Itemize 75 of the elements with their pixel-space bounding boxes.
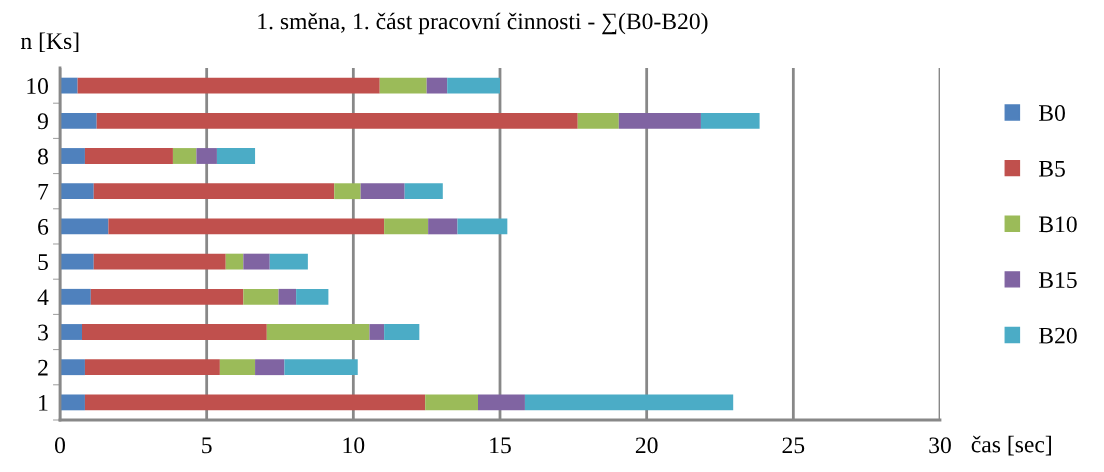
- bar: [108, 218, 385, 235]
- bar: [172, 148, 197, 164]
- bar: [96, 112, 578, 129]
- bar: [219, 359, 256, 376]
- bar: [428, 218, 458, 235]
- bar: [457, 218, 508, 235]
- bar: [384, 218, 429, 235]
- bar: [84, 394, 426, 411]
- bar: [577, 112, 619, 129]
- bar: [60, 77, 78, 94]
- bar: [93, 253, 226, 270]
- bar: [60, 112, 97, 129]
- bar: [90, 288, 244, 305]
- x-tick-label: 25: [782, 437, 805, 454]
- legend-label: B20: [1038, 327, 1077, 344]
- bar: [243, 253, 270, 270]
- y-tick-label: 8: [37, 148, 48, 165]
- y-tick-label: 7: [38, 183, 49, 200]
- bar: [478, 394, 525, 411]
- bar: [384, 324, 420, 340]
- bar: [196, 148, 217, 164]
- bar: [60, 359, 85, 376]
- bar: [425, 394, 478, 411]
- y-tick-label: 2: [38, 359, 48, 376]
- bar: [524, 394, 734, 411]
- bar: [60, 148, 85, 164]
- x-tick-label: 30: [929, 437, 951, 454]
- bar: [84, 148, 173, 164]
- bar: [334, 183, 361, 200]
- bar: [618, 112, 701, 129]
- y-tick-label: 4: [37, 289, 49, 305]
- x-tick-label: 10: [343, 437, 365, 454]
- y-axis-title: n [Ks]: [20, 32, 79, 53]
- y-tick-label: 5: [38, 254, 48, 271]
- bar: [243, 288, 279, 305]
- bar: [84, 359, 220, 376]
- legend-label: B15: [1038, 272, 1077, 288]
- x-tick-label: 15: [490, 437, 511, 454]
- bar: [426, 77, 448, 94]
- bar: [700, 112, 760, 129]
- bar: [284, 359, 358, 376]
- bar: [255, 359, 285, 376]
- y-tick-label: 1: [39, 395, 48, 411]
- bar: [60, 218, 109, 235]
- x-axis-title: čas [sec]: [971, 435, 1051, 456]
- y-tick-label: 3: [38, 324, 48, 341]
- bar: [266, 324, 370, 340]
- bar: [60, 288, 91, 305]
- bar: [60, 253, 94, 270]
- legend-label: B10: [1038, 216, 1077, 233]
- legend-label: B5: [1038, 160, 1065, 177]
- x-tick-label: 5: [202, 437, 212, 454]
- bar: [379, 77, 427, 94]
- y-tick-label: 10: [27, 78, 48, 95]
- bar: [404, 183, 443, 200]
- bar: [225, 253, 244, 270]
- bar: [93, 183, 335, 200]
- bar: [269, 253, 308, 270]
- bar: [82, 324, 267, 340]
- bar: [447, 77, 500, 94]
- bar: [60, 183, 94, 200]
- bar: [60, 394, 85, 411]
- bar: [296, 288, 329, 305]
- bar: [278, 288, 297, 305]
- bar: [360, 183, 405, 200]
- bar: [60, 324, 82, 340]
- chart-title: 1. směna, 1. část pracovní činnosti - ∑(B0-B20): [258, 12, 708, 35]
- bar: [77, 77, 380, 94]
- y-tick-label: 9: [37, 113, 48, 130]
- x-tick-label: 0: [55, 437, 65, 454]
- legend-label: B0: [1038, 105, 1065, 122]
- bar: [369, 324, 385, 340]
- bar: [216, 148, 256, 164]
- y-tick-label: 6: [38, 218, 49, 235]
- x-tick-label: 20: [635, 437, 658, 454]
